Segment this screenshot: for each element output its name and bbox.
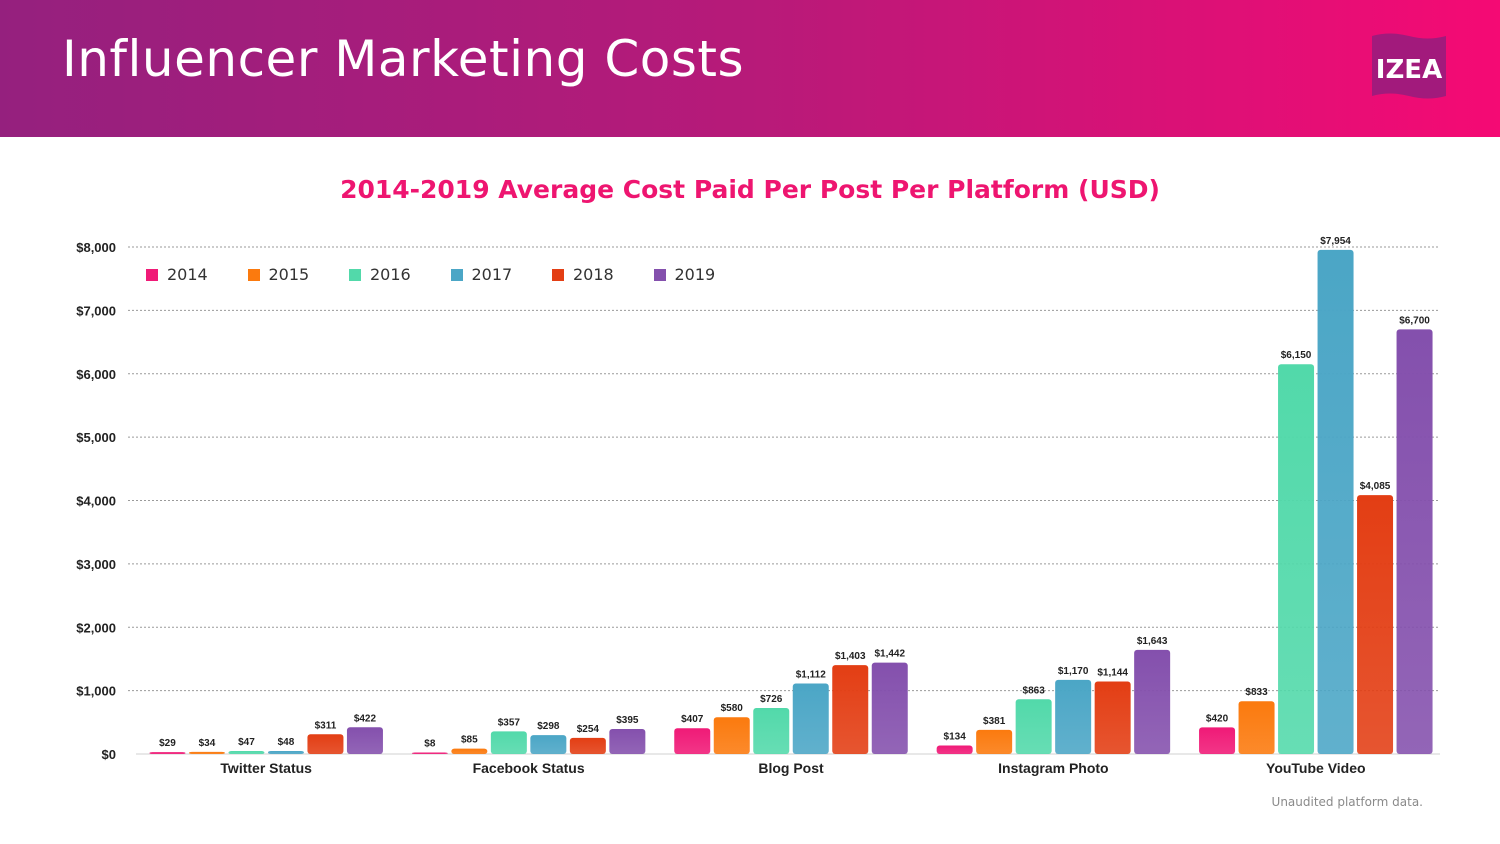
data-label: $48: [278, 737, 295, 748]
bar-2018-twitter-status: [307, 734, 344, 754]
bar-2016-youtube-video: [1278, 364, 1315, 754]
chart-title: 2014-2019 Average Cost Paid Per Post Per…: [340, 175, 1160, 204]
legend-swatch: [450, 269, 463, 281]
data-label: $6,150: [1281, 350, 1312, 361]
data-label: $7,954: [1320, 236, 1351, 247]
bar-2015-facebook-status: [451, 748, 488, 754]
bar-2019-facebook-status: [609, 728, 646, 754]
data-label: $8: [424, 739, 436, 750]
x-category-label: Blog Post: [758, 760, 824, 776]
y-tick-label: $0: [102, 747, 116, 762]
data-label: $85: [461, 735, 478, 746]
bar-2014-facebook-status: [411, 752, 448, 754]
legend-label: 2019: [674, 265, 716, 284]
x-category-label: Facebook Status: [473, 760, 585, 776]
legend-swatch: [552, 269, 564, 281]
logo-text: IZEA: [1376, 55, 1442, 85]
footnote: Unaudited platform data.: [1271, 795, 1423, 809]
bar-2014-twitter-status: [149, 752, 186, 754]
data-label: $580: [721, 703, 744, 714]
legend-label: 2016: [370, 265, 411, 284]
y-tick-label: $7,000: [76, 303, 116, 318]
data-label: $134: [944, 732, 967, 743]
bar-2017-blog-post: [792, 683, 829, 754]
data-label: $1,170: [1058, 666, 1089, 677]
y-tick-label: $3,000: [76, 557, 116, 572]
data-label: $863: [1023, 685, 1046, 696]
bar-2017-youtube-video: [1317, 249, 1354, 754]
bar-2016-twitter-status: [228, 751, 265, 754]
bar-2018-blog-post: [832, 665, 869, 754]
legend-swatch: [349, 269, 361, 281]
data-label: $357: [498, 717, 521, 728]
y-tick-label: $8,000: [76, 240, 116, 255]
legend-label: 2014: [167, 265, 208, 284]
data-label: $1,442: [874, 649, 905, 660]
legend-swatch: [247, 269, 260, 281]
legend-swatch: [146, 269, 158, 281]
bar-2018-facebook-status: [569, 737, 606, 754]
data-label: $1,403: [835, 651, 866, 662]
bar-2018-youtube-video: [1357, 495, 1394, 754]
legend-label: 2017: [471, 265, 513, 284]
data-label: $4,085: [1360, 481, 1391, 492]
bar-2015-youtube-video: [1238, 701, 1275, 754]
page-title: Influencer Marketing Costs: [62, 30, 745, 88]
data-label: $47: [238, 737, 255, 748]
data-label: $6,700: [1399, 315, 1430, 326]
bar-2017-instagram-photo: [1055, 679, 1092, 754]
header-banner: Influencer Marketing Costs IZEA: [0, 0, 1500, 137]
bar-2015-twitter-status: [188, 751, 225, 754]
data-label: $29: [159, 738, 176, 749]
bar-2016-facebook-status: [490, 731, 527, 754]
data-label: $311: [315, 720, 337, 731]
bar-2019-instagram-photo: [1134, 649, 1171, 754]
legend-swatch: [653, 269, 666, 281]
y-tick-label: $6,000: [76, 367, 116, 382]
data-label: $254: [577, 724, 600, 735]
data-label: $833: [1245, 687, 1268, 698]
data-label: $422: [354, 713, 377, 724]
data-label: $1,144: [1097, 667, 1128, 678]
data-label: $298: [537, 721, 560, 732]
izea-logo: IZEA: [1372, 33, 1446, 99]
data-label: $407: [681, 714, 704, 725]
bar-2017-twitter-status: [267, 750, 304, 754]
bar-2019-youtube-video: [1396, 329, 1433, 754]
data-label: $34: [199, 738, 216, 749]
legend-label: 2015: [268, 265, 310, 284]
legend-label: 2018: [573, 265, 614, 284]
data-label: $1,112: [796, 670, 826, 681]
y-tick-label: $5,000: [76, 430, 116, 445]
y-tick-label: $4,000: [76, 494, 116, 509]
bar-2015-blog-post: [713, 717, 750, 754]
bar-2019-twitter-status: [346, 727, 383, 754]
data-label: $726: [760, 694, 783, 705]
y-tick-label: $1,000: [76, 684, 116, 699]
bar-2014-instagram-photo: [936, 745, 973, 754]
data-label: $381: [983, 716, 1006, 727]
bar-2016-blog-post: [753, 707, 790, 754]
bar-2014-youtube-video: [1199, 727, 1236, 754]
bar-2016-instagram-photo: [1015, 699, 1052, 754]
x-category-label: Instagram Photo: [998, 760, 1108, 776]
data-label: $420: [1206, 713, 1229, 724]
x-category-label: YouTube Video: [1266, 760, 1366, 776]
bar-2019-blog-post: [871, 662, 908, 754]
bar-2018-instagram-photo: [1094, 681, 1131, 754]
data-label: $1,643: [1137, 636, 1168, 647]
data-label: $395: [616, 715, 639, 726]
bar-2015-instagram-photo: [976, 729, 1013, 754]
bar-2017-facebook-status: [530, 735, 567, 754]
x-category-label: Twitter Status: [220, 760, 312, 776]
y-tick-label: $2,000: [76, 620, 116, 635]
bar-2014-blog-post: [674, 728, 711, 754]
